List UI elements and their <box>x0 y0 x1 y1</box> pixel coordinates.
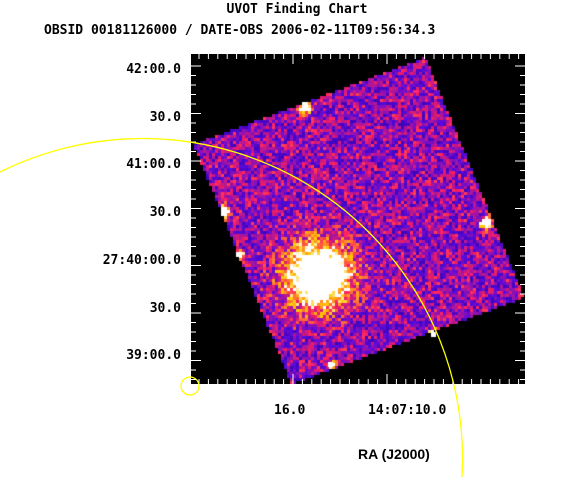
y-tick-label: 30.0 <box>149 110 181 125</box>
y-tick-label: 30.0 <box>149 301 181 316</box>
y-tick-label: 30.0 <box>149 205 181 220</box>
x-axis-label: RA (J2000) <box>358 446 430 462</box>
y-tick-label: 27:40:00.0 <box>102 253 181 268</box>
y-tick-label: 39:00.0 <box>126 348 181 363</box>
source-marker-circle <box>180 376 200 396</box>
sky-image <box>191 54 525 384</box>
y-tick-label: 41:00.0 <box>126 157 181 172</box>
image-frame <box>191 54 525 384</box>
chart-subtitle: OBSID 00181126000 / DATE-OBS 2006-02-11T… <box>44 23 436 38</box>
error-circle-arc <box>0 137 464 477</box>
x-tick-label: 16.0 <box>274 403 306 418</box>
y-tick-label: 42:00.0 <box>126 62 181 77</box>
chart-title: UVOT Finding Chart <box>226 2 368 17</box>
axis-ticks <box>191 54 525 384</box>
x-tick-label: 14:07:10.0 <box>368 403 447 418</box>
